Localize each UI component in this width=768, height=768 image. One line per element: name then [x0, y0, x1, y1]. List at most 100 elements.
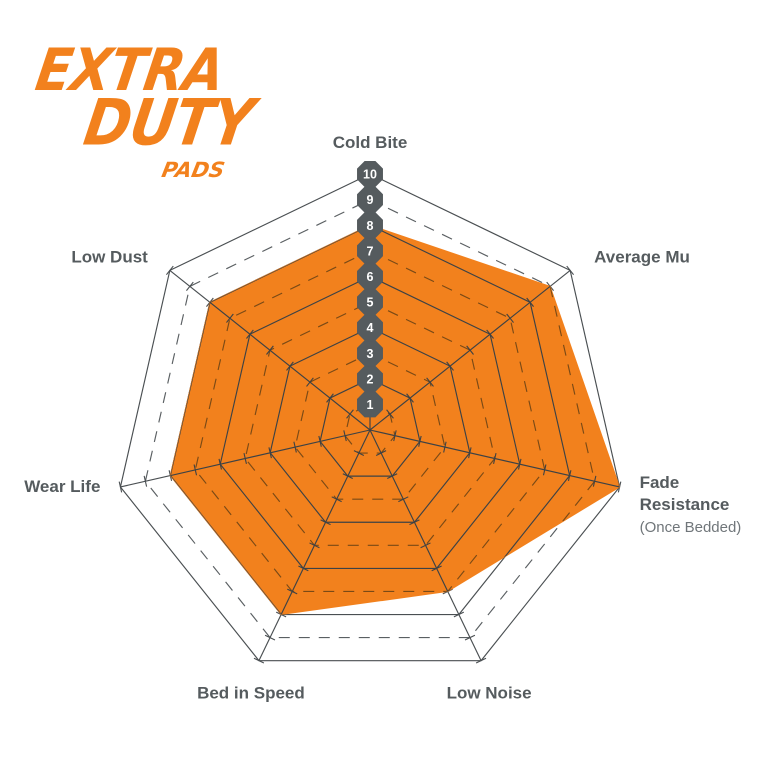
tick-mark-over	[386, 409, 394, 419]
axis-sublabel-text: (Once Bedded)	[640, 519, 742, 536]
tick-mark-over	[406, 393, 414, 403]
tick-mark-over	[420, 542, 431, 549]
axis-label-average-mu: Average Mu	[594, 247, 690, 266]
tick-badge-9: 9	[357, 186, 383, 213]
tick-mark-over	[226, 313, 234, 323]
tick-mark	[566, 265, 575, 276]
tick-badge-5: 5	[357, 289, 383, 315]
tick-badge-2: 2	[357, 365, 383, 392]
tick-mark	[475, 657, 487, 664]
tick-mark	[253, 657, 265, 664]
tick-mark-over	[268, 447, 272, 459]
tick-mark-over	[398, 496, 409, 503]
tick-mark-over	[246, 329, 254, 339]
badge-label: 1	[367, 398, 374, 412]
badge-shape	[357, 263, 383, 290]
badge-shape	[357, 289, 383, 315]
tick-mark	[464, 634, 476, 641]
axis-label-text: Low Noise	[447, 684, 532, 703]
tick-mark-over	[446, 361, 454, 371]
badge-label: 3	[367, 347, 374, 361]
badge-label: 2	[367, 372, 374, 386]
grid-ring-over-7	[194, 250, 546, 593]
tick-mark-over	[409, 519, 420, 526]
axis-label-low-dust: Low Dust	[71, 247, 148, 266]
badge-label: 4	[367, 321, 374, 335]
tick-mark-over	[443, 441, 447, 453]
tick-mark-over	[309, 542, 320, 549]
tick-badge-3: 3	[357, 340, 383, 367]
badge-label: 9	[367, 193, 374, 207]
tick-mark-over	[486, 329, 494, 339]
axis-tick-badges: 1 2 3 4 5 6 7 8 9 10	[357, 161, 383, 418]
tick-mark-over	[193, 464, 198, 476]
grid-ring-over-2	[319, 378, 421, 477]
tick-mark	[143, 475, 148, 487]
badge-shape	[357, 186, 383, 213]
axis-label-text: Bed in Speed	[197, 684, 305, 703]
grid-ring-9	[144, 198, 596, 639]
axis-label-text: Low Dust	[71, 247, 148, 266]
tick-mark-over	[387, 473, 398, 480]
tick-mark-over	[342, 473, 353, 480]
tick-mark-over	[326, 393, 334, 403]
badge-label: 10	[363, 168, 377, 182]
tick-mark-over	[343, 430, 347, 442]
tick-mark-over	[393, 430, 397, 442]
tick-badge-8: 8	[357, 212, 383, 239]
tick-mark	[186, 281, 194, 291]
badge-shape	[357, 365, 383, 392]
tick-mark-over	[218, 458, 223, 470]
badge-label: 7	[367, 244, 374, 258]
axis-label-bed-in-speed: Bed in Speed	[197, 684, 305, 703]
tick-mark-over	[306, 377, 314, 387]
badge-shape	[357, 391, 383, 418]
series-polygon-extra-duty-pads	[169, 224, 621, 616]
axis-label-text: Wear Life	[24, 477, 100, 496]
tick-mark-over	[375, 450, 387, 456]
axis-label-text: Resistance	[640, 495, 730, 514]
badge-label: 6	[367, 270, 374, 284]
tick-mark-over	[418, 435, 422, 447]
grid-ring-over-8	[170, 225, 571, 615]
tick-badge-6: 6	[357, 263, 383, 290]
tick-mark-over	[517, 458, 522, 470]
tick-badge-7: 7	[357, 237, 383, 264]
badge-label: 5	[367, 296, 374, 310]
tick-mark	[165, 265, 174, 276]
tick-mark-over	[431, 565, 442, 572]
tick-mark	[453, 611, 465, 618]
grid-ring-over-6	[219, 275, 521, 569]
badge-shape	[357, 314, 383, 341]
tick-mark	[264, 634, 276, 641]
tick-mark-over	[286, 361, 294, 371]
tick-mark-over	[353, 450, 365, 456]
tick-mark-over	[493, 452, 497, 464]
badge-label: 8	[367, 219, 374, 233]
tick-mark-over	[592, 475, 597, 487]
tick-mark-over	[320, 519, 331, 526]
axis-label-cold-bite: Cold Bite	[333, 133, 408, 152]
grid-ring-over-4	[269, 326, 471, 523]
tick-mark-over	[266, 345, 274, 355]
tick-mark-over	[466, 345, 474, 355]
tick-mark-over	[293, 441, 297, 453]
tick-mark-over	[468, 447, 472, 459]
badge-shape	[357, 212, 383, 239]
grid-ring-over-3	[294, 352, 446, 500]
tick-mark-over	[506, 313, 514, 323]
tick-badge-10: 10	[357, 161, 383, 187]
tick-mark-over	[542, 464, 547, 476]
tick-mark-over	[243, 452, 247, 464]
grid-ring-10	[119, 173, 621, 662]
tick-mark-over	[426, 377, 434, 387]
axis-label-text: Fade	[640, 473, 680, 492]
axis-label-fade-resistance: Fade Resistance (Once Bedded)	[640, 473, 742, 536]
axis-label-wear-life: Wear Life	[24, 477, 100, 496]
badge-shape	[357, 161, 383, 187]
tick-mark-over	[331, 496, 342, 503]
axis-label-text: Average Mu	[594, 247, 690, 266]
axis-label-low-noise: Low Noise	[447, 684, 532, 703]
